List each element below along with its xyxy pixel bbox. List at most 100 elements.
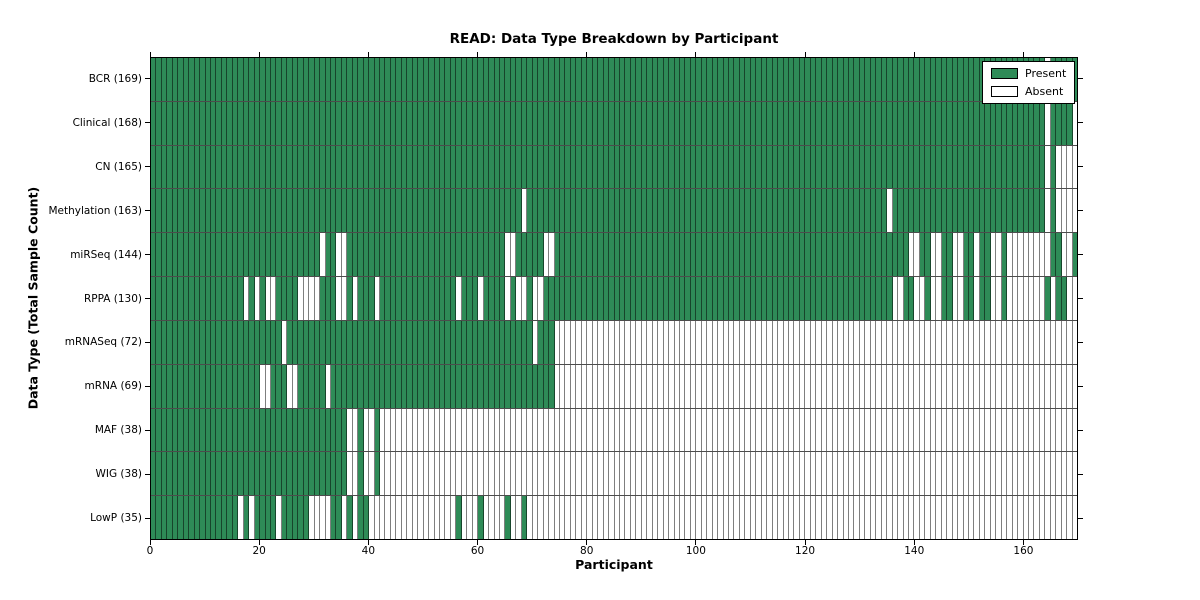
heatmap-cell (865, 277, 871, 320)
heatmap-cell (701, 364, 708, 408)
heatmap-cell (908, 277, 915, 320)
heatmap-cell (510, 233, 517, 277)
heatmap-cell (1007, 145, 1013, 189)
heatmap-cell (412, 233, 419, 277)
heatmap-cell (521, 320, 528, 364)
heatmap-cell (614, 364, 620, 408)
heatmap-cell (156, 408, 162, 452)
heatmap-cell (974, 452, 980, 496)
heatmap-cell (723, 408, 730, 452)
heatmap-cell (854, 277, 860, 320)
heatmap-cell (265, 320, 271, 364)
heatmap-cell (232, 408, 239, 452)
heatmap-cell (587, 408, 593, 452)
heatmap-cell (1001, 277, 1008, 320)
heatmap-cell (401, 101, 408, 145)
heatmap-cell (385, 58, 391, 101)
heatmap-cell (609, 408, 615, 452)
heatmap-cell (538, 145, 544, 189)
heatmap-cell (816, 233, 822, 277)
heatmap-cell (254, 101, 261, 145)
heatmap-cell (778, 189, 784, 233)
heatmap-cell (609, 233, 615, 277)
heatmap-cell (690, 189, 697, 233)
heatmap-cell (505, 496, 511, 539)
heatmap-cell (701, 101, 708, 145)
heatmap-cell (532, 277, 539, 320)
heatmap-cell (510, 58, 517, 101)
heatmap-cell (227, 408, 233, 452)
heatmap-cell (320, 58, 326, 101)
y-tick-right (1078, 166, 1083, 168)
heatmap-cell (1067, 145, 1073, 189)
heatmap-cell (1023, 408, 1029, 452)
heatmap-cell (827, 233, 833, 277)
heatmap-cell (527, 320, 533, 364)
heatmap-cell (210, 101, 217, 145)
heatmap-cell (772, 364, 779, 408)
heatmap-cell (1034, 145, 1040, 189)
heatmap-cell (712, 496, 719, 539)
heatmap-cell (1061, 189, 1068, 233)
heatmap-cell (979, 408, 986, 452)
heatmap-cell (881, 408, 888, 452)
heatmap-cell (374, 320, 381, 364)
heatmap-cell (832, 145, 839, 189)
heatmap-cell (614, 320, 620, 364)
heatmap-cell (161, 320, 168, 364)
heatmap-cell (669, 320, 675, 364)
heatmap-cell (930, 364, 937, 408)
heatmap-cell (587, 320, 593, 364)
heatmap-cell (838, 58, 844, 101)
heatmap-cell (761, 364, 768, 408)
heatmap-cell (500, 408, 506, 452)
heatmap-cell (592, 320, 599, 364)
heatmap-cell (1072, 320, 1078, 364)
heatmap-cell (679, 364, 686, 408)
heatmap-cell (859, 408, 866, 452)
heatmap-cell (625, 145, 631, 189)
heatmap-cell (609, 496, 615, 539)
row-label-clinical: Clinical (168) (72, 116, 142, 129)
heatmap-cell (854, 364, 860, 408)
heatmap-cell (205, 452, 211, 496)
heatmap-cell (407, 364, 413, 408)
x-tick-top (477, 52, 479, 57)
heatmap-cell (210, 58, 217, 101)
heatmap-cell (925, 145, 931, 189)
heatmap-cell (821, 364, 828, 408)
heatmap-cell (919, 101, 926, 145)
heatmap-cell (990, 408, 997, 452)
heatmap-cell (587, 364, 593, 408)
heatmap-cell (843, 145, 849, 189)
row-label-rppa: RPPA (130) (83, 292, 142, 305)
heatmap-cell (227, 233, 233, 277)
heatmap-cell (500, 364, 506, 408)
heatmap-cell (380, 58, 386, 101)
heatmap-cell (581, 496, 588, 539)
heatmap-cell (647, 277, 653, 320)
heatmap-cell (1045, 101, 1051, 145)
heatmap-cell (625, 101, 631, 145)
heatmap-cell (1001, 101, 1008, 145)
heatmap-cell (570, 145, 577, 189)
heatmap-cell (418, 189, 424, 233)
heatmap-cell (472, 320, 479, 364)
heatmap-cell (221, 145, 228, 189)
heatmap-cell (1067, 233, 1073, 277)
heatmap-cell (189, 101, 195, 145)
heatmap-cell (363, 101, 370, 145)
heatmap-cell (554, 101, 560, 145)
heatmap-cell (690, 452, 697, 496)
heatmap-cell (151, 145, 157, 189)
heatmap-cell (598, 58, 604, 101)
heatmap-cell (712, 189, 719, 233)
heatmap-cell (156, 277, 162, 320)
heatmap-cell (729, 277, 735, 320)
heatmap-cell (609, 320, 615, 364)
heatmap-cell (210, 145, 217, 189)
heatmap-cell (630, 320, 637, 364)
heatmap-cell (183, 189, 190, 233)
heatmap-cell (614, 233, 620, 277)
heatmap-cell (265, 233, 271, 277)
